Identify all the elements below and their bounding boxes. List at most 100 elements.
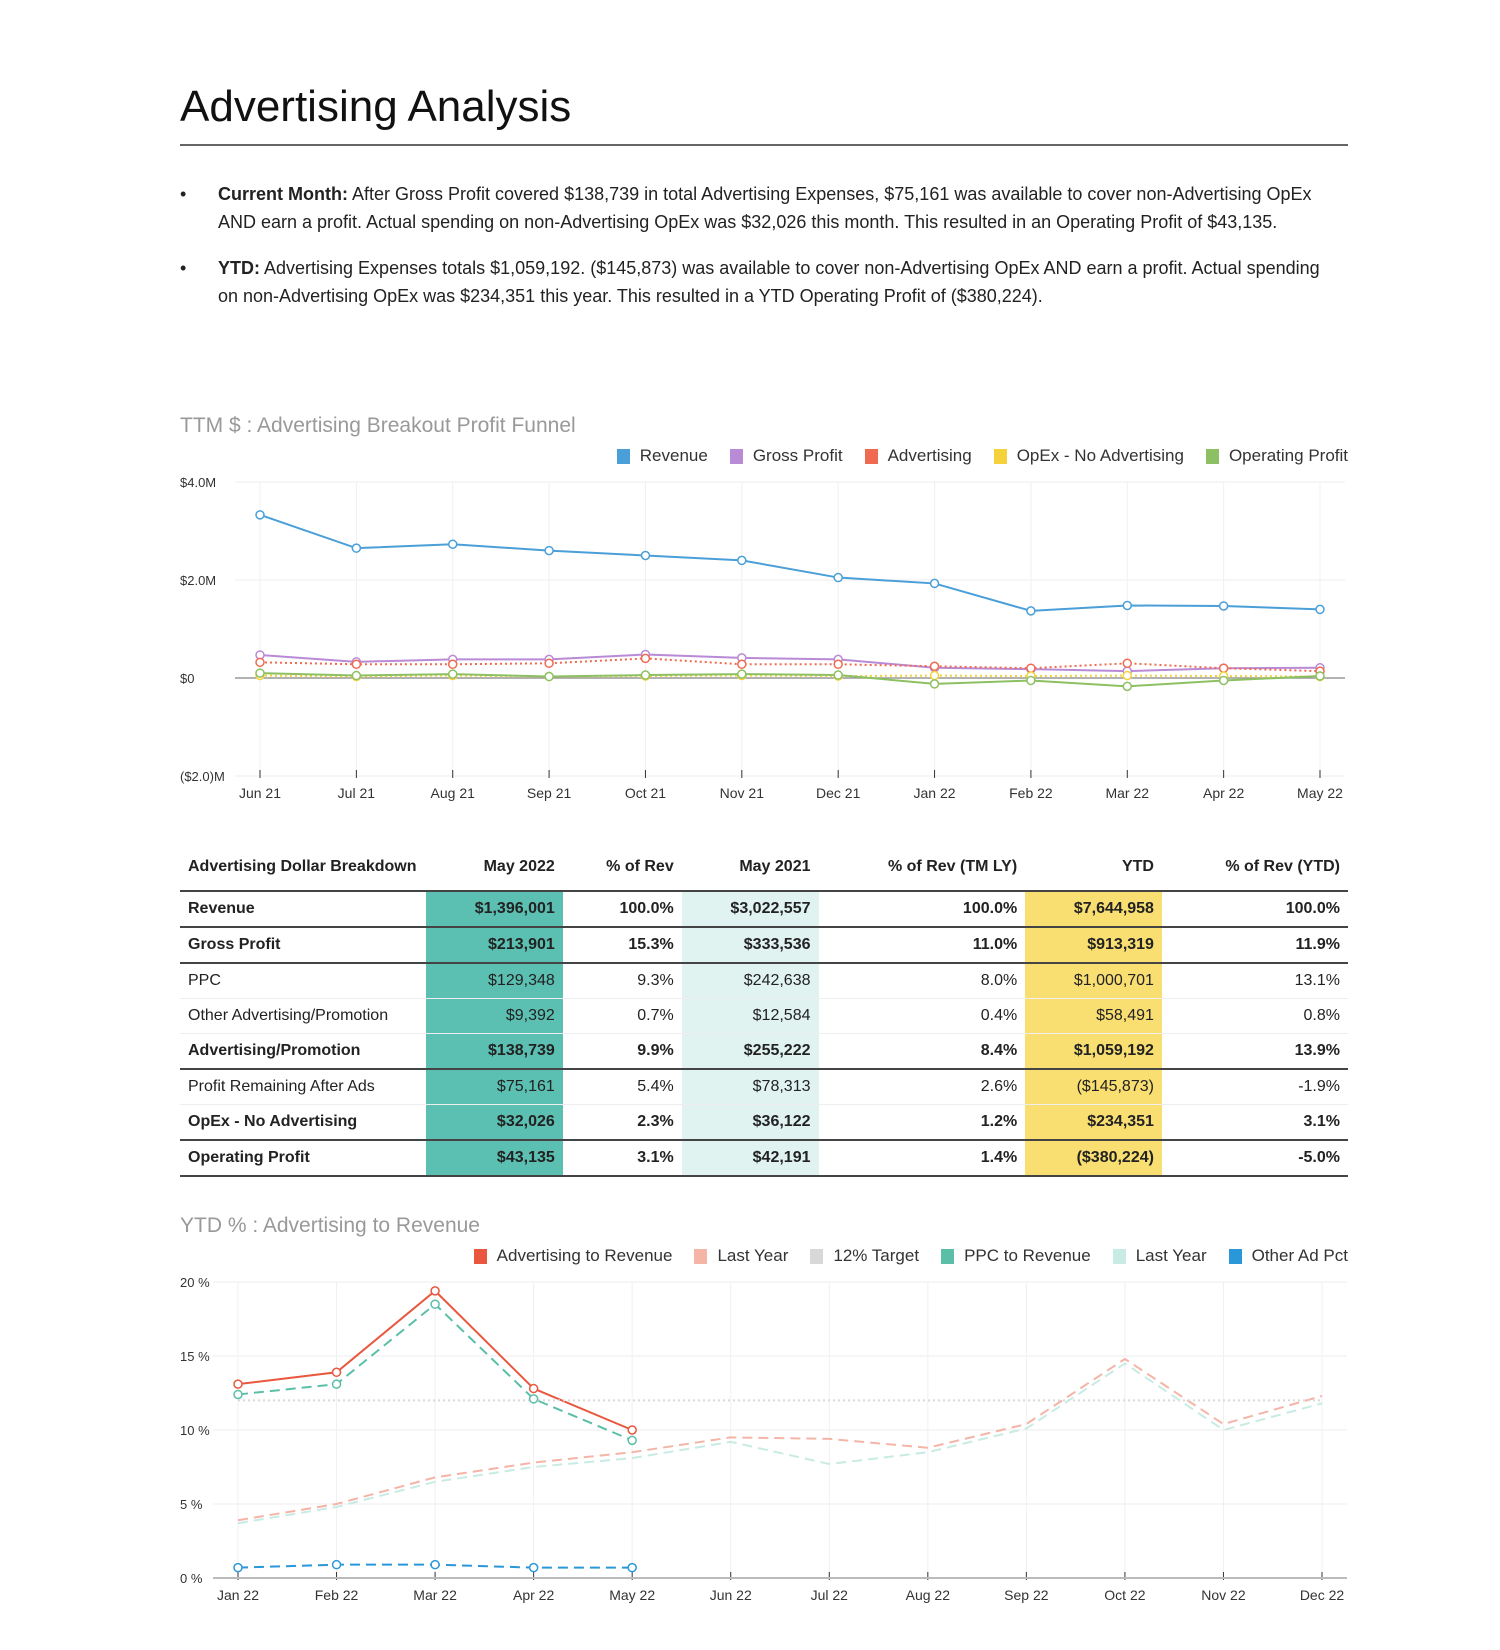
cell-value: $1,396,001 <box>426 891 563 928</box>
x-tick-label: Dec 21 <box>816 785 861 801</box>
legend-label: Operating Profit <box>1228 446 1348 465</box>
series-line-last-year <box>237 1362 1323 1525</box>
bullet-dot-icon: • <box>180 184 187 204</box>
cell-value: $333,536 <box>681 927 819 964</box>
x-tick-label: Dec 22 <box>1300 1587 1345 1603</box>
cell-value: 1.2% <box>818 1104 1026 1141</box>
legend-item[interactable]: Advertising to Revenue <box>473 1246 673 1266</box>
table-row: Advertising/Promotion $138,739 9.9% $255,22… <box>180 1033 1348 1070</box>
y-tick-label: $0 <box>180 671 194 686</box>
legend-label: Advertising to Revenue <box>496 1246 673 1265</box>
data-point <box>627 1435 637 1446</box>
x-tick-label: Jan 22 <box>914 785 956 801</box>
x-tick-label: May 22 <box>1297 785 1343 801</box>
cell-value: 100.0% <box>562 891 682 928</box>
row-label: Profit Remaining After Ads <box>180 1069 426 1105</box>
row-label: Other Advertising/Promotion <box>180 998 426 1034</box>
cell-value: $12,584 <box>681 998 819 1034</box>
cell-value: 100.0% <box>1161 891 1348 928</box>
legend-item[interactable]: Last Year <box>694 1246 788 1266</box>
data-point <box>929 661 940 671</box>
column-header: YTD <box>1025 856 1162 892</box>
y-tick-label: 5 % <box>180 1497 203 1512</box>
legend-item[interactable]: 12% Target <box>810 1246 919 1266</box>
legend-item[interactable]: OpEx - No Advertising <box>993 446 1184 466</box>
column-header: May 2021 <box>681 856 819 892</box>
cell-value: $32,026 <box>426 1104 563 1141</box>
cell-value: $42,191 <box>681 1140 819 1177</box>
legend-item[interactable]: Gross Profit <box>729 446 843 466</box>
cell-value: 13.1% <box>1161 963 1348 999</box>
y-tick-label: 15 % <box>180 1349 210 1364</box>
x-tick-label: Sep 21 <box>527 785 572 801</box>
x-tick-label: Oct 21 <box>625 785 666 801</box>
x-tick-label: Jul 22 <box>811 1587 849 1603</box>
data-point <box>528 1562 539 1573</box>
data-point <box>833 572 843 583</box>
cell-value: 9.9% <box>562 1033 682 1070</box>
cell-value: 3.1% <box>1161 1104 1348 1141</box>
cell-value: $234,351 <box>1025 1104 1162 1141</box>
cell-value: 5.4% <box>562 1069 682 1105</box>
data-point <box>255 657 265 668</box>
x-tick-label: Jul 21 <box>338 785 376 801</box>
x-tick-label: Jun 22 <box>710 1587 752 1603</box>
series-line-revenue <box>259 513 1321 612</box>
data-point <box>233 1379 243 1389</box>
chart2-legend: Advertising to Revenue Last Year 12% Targe… <box>473 1246 1348 1266</box>
chart1-profit-funnel: $4.0M $2.0M $0 ($2.0)M Jun 21 Jul 21 Aug 21 Sep… <box>180 475 1345 801</box>
table-header-row: Advertising Dollar Breakdown May 2022% of… <box>180 856 1348 892</box>
legend-label: Other Ad Pct <box>1251 1246 1348 1265</box>
legend-item[interactable]: Operating Profit <box>1205 446 1348 466</box>
x-tick-label: Feb 22 <box>1009 785 1053 801</box>
legend-item[interactable]: PPC to Revenue <box>941 1246 1091 1266</box>
cell-value: 15.3% <box>562 927 682 964</box>
legend-item[interactable]: Advertising <box>864 446 972 466</box>
legend-item[interactable]: Revenue <box>616 446 708 466</box>
x-tick-label: Mar 22 <box>413 1587 457 1603</box>
y-tick-label: $4.0M <box>180 475 216 490</box>
legend-swatch <box>810 1248 824 1264</box>
data-point <box>833 659 843 670</box>
bullet-label: Current Month: <box>218 184 348 204</box>
cell-value: $129,348 <box>426 963 563 999</box>
data-point <box>351 670 362 681</box>
advertising-breakdown-table: Advertising Dollar Breakdown May 2022% of… <box>180 856 1348 1177</box>
cell-value: $3,022,557 <box>681 891 819 928</box>
legend-swatch <box>1205 448 1219 464</box>
cell-value: $9,392 <box>426 998 563 1034</box>
series-line-opex-no-advertising <box>259 674 1321 678</box>
legend-item[interactable]: Other Ad Pct <box>1228 1246 1348 1266</box>
cell-value: $138,739 <box>426 1033 563 1070</box>
data-point <box>737 555 747 566</box>
data-point <box>627 1425 637 1435</box>
cell-value: 3.1% <box>562 1140 682 1177</box>
series-line-advertising <box>259 657 1321 673</box>
x-tick-label: Nov 22 <box>1201 1587 1246 1603</box>
data-point <box>544 658 554 669</box>
legend-item[interactable]: Last Year <box>1112 1246 1207 1266</box>
bullet-label: YTD: <box>218 258 260 278</box>
row-label: Operating Profit <box>180 1140 426 1177</box>
cell-value: 0.4% <box>818 998 1026 1034</box>
legend-label: PPC to Revenue <box>964 1246 1091 1265</box>
cell-value: $242,638 <box>681 963 819 999</box>
x-tick-label: Apr 22 <box>513 1587 554 1603</box>
data-point <box>528 1383 539 1394</box>
row-label: Revenue <box>180 891 426 928</box>
x-tick-label: Jun 21 <box>239 785 281 801</box>
table-row: OpEx - No Advertising $32,026 2.3% $36,122 1… <box>180 1104 1348 1141</box>
cell-value: 1.4% <box>818 1140 1026 1177</box>
column-header: % of Rev <box>562 856 682 892</box>
cell-value: 0.8% <box>1161 998 1348 1034</box>
data-point <box>544 545 554 556</box>
table-row: Operating Profit $43,135 3.1% $42,191 1.4% ($… <box>180 1140 1348 1177</box>
legend-swatch <box>864 448 878 464</box>
cell-value: $43,135 <box>426 1140 563 1177</box>
data-point <box>1026 606 1036 616</box>
cell-value: 11.0% <box>818 927 1026 964</box>
table-row: Revenue $1,396,001 100.0% $3,022,557 100.0% $… <box>180 891 1348 928</box>
data-point <box>331 1367 342 1378</box>
